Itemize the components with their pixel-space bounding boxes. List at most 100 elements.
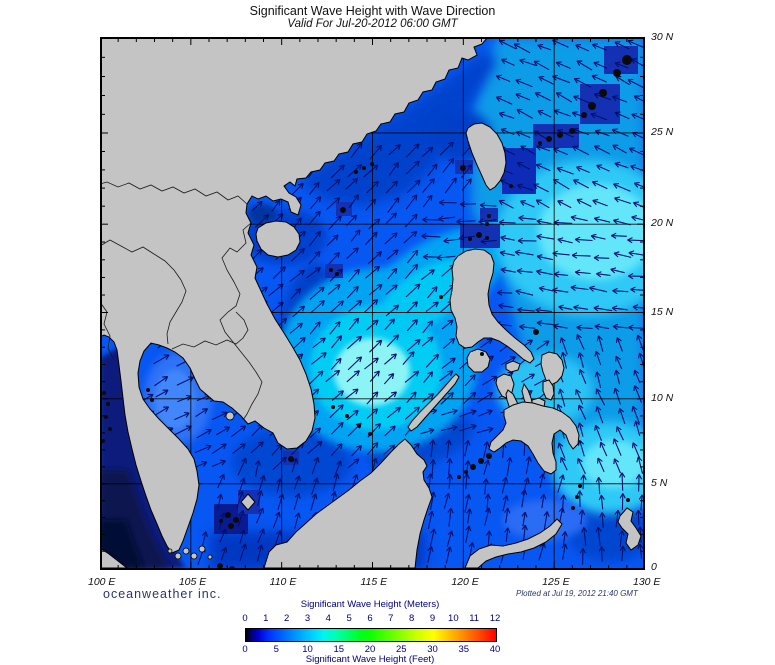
land-borneo — [263, 438, 433, 569]
island-dot — [476, 232, 482, 238]
land-layer — [100, 37, 642, 569]
island-dot — [485, 236, 489, 240]
lon-tick-label: 130 E — [633, 576, 661, 588]
island-dot — [354, 170, 358, 174]
country-borders — [100, 181, 263, 421]
lat-tick-label: 20 N — [651, 217, 674, 230]
island-dot — [150, 398, 154, 402]
lon-tick-label: 125 E — [542, 576, 570, 588]
lon-tick-label: 110 E — [269, 576, 297, 588]
land-masbate — [505, 360, 521, 373]
island-dot — [182, 547, 190, 555]
land-samar — [540, 351, 565, 386]
meters-tick-label: 12 — [489, 613, 501, 624]
island-dot — [588, 102, 596, 110]
island-dot — [546, 136, 552, 142]
land-palawan — [407, 373, 460, 432]
island-dot — [217, 563, 223, 569]
meters-tick-label: 7 — [388, 613, 394, 624]
island-dot — [485, 222, 489, 226]
map-frame — [100, 37, 645, 570]
island-dot — [487, 214, 491, 218]
island-dot — [329, 268, 333, 272]
plotted-at-text: Plotted at Jul 19, 2012 21:40 GMT — [516, 589, 638, 598]
land-hainan — [255, 220, 301, 258]
branding-text: oceanweather inc. — [103, 587, 222, 601]
land-leyte — [542, 379, 555, 401]
lon-tick-label: 105 E — [178, 576, 207, 588]
feet-tick-label: 20 — [364, 644, 376, 655]
feet-tick-label: 40 — [489, 644, 501, 655]
island-dot — [146, 388, 150, 392]
island-dot — [174, 552, 182, 560]
island-dot — [357, 424, 361, 428]
valid-time-subtitle: Valid For Jul-20-2012 06:00 GMT — [287, 18, 458, 30]
island-dot — [470, 464, 476, 470]
land-mindanao — [488, 401, 580, 475]
lat-tick-label: 15 N — [651, 305, 674, 318]
land-mainland-asia — [100, 37, 489, 554]
island-dot — [106, 402, 110, 406]
feet-tick-label: 35 — [458, 644, 470, 655]
meters-tick-label: 0 — [242, 613, 248, 624]
island-dot — [571, 506, 575, 510]
island-dot — [439, 295, 443, 299]
feet-tick-label: 30 — [427, 644, 438, 655]
meters-tick-label: 4 — [325, 613, 331, 624]
island-dot — [538, 141, 542, 145]
island-dot — [288, 456, 294, 462]
island-dot — [464, 470, 468, 474]
lon-tick-label: 115 E — [360, 576, 388, 588]
island-dot — [486, 453, 492, 459]
lat-tick-label: 30 N — [651, 31, 674, 43]
meters-tick-label: 8 — [409, 613, 415, 624]
island-dot — [581, 112, 587, 118]
land-taiwan — [465, 122, 507, 191]
island-dot — [460, 165, 466, 171]
island-dot — [509, 184, 513, 188]
island-dot — [599, 89, 607, 97]
island-dot — [575, 495, 579, 499]
land-sumatra — [100, 547, 129, 569]
island-dot — [626, 498, 630, 502]
lat-tick-label: 5 N — [651, 476, 668, 489]
feet-tick-label: 0 — [242, 644, 248, 655]
legend-colorbar — [245, 628, 497, 642]
page-title: Significant Wave Height with Wave Direct… — [249, 4, 496, 18]
island-dot — [368, 432, 372, 436]
island-dot — [102, 391, 106, 395]
land-mindoro — [466, 348, 491, 373]
island-dot — [569, 128, 575, 134]
island-dot — [225, 512, 231, 518]
island-dot — [533, 329, 539, 335]
meters-tick-label: 9 — [429, 613, 436, 624]
feet-tick-label: 5 — [273, 644, 279, 655]
meters-tick-label: 2 — [284, 613, 290, 624]
island-dot — [207, 554, 213, 560]
island-dot — [190, 552, 198, 560]
land-sulawesi — [464, 518, 563, 569]
meters-tick-label: 3 — [304, 613, 311, 624]
island-dot — [340, 207, 346, 213]
feet-tick-label: 25 — [395, 644, 407, 655]
island-dot — [480, 352, 484, 356]
island-dot — [457, 475, 461, 479]
feet-tick-label: 15 — [333, 644, 345, 655]
island-dot — [167, 548, 173, 554]
lat-tick-label: 25 N — [651, 125, 674, 138]
island-dot — [331, 405, 335, 409]
island-dot — [613, 69, 621, 77]
land-natuna — [240, 493, 256, 511]
island-dot — [557, 132, 563, 138]
island-dot — [468, 237, 472, 241]
land-halmahera — [617, 507, 642, 551]
land-luzon — [449, 248, 535, 364]
lat-tick-label: 0 — [651, 561, 657, 574]
island-dot — [345, 414, 349, 418]
island-dot — [198, 545, 206, 553]
island-dot — [335, 272, 339, 276]
island-dot — [370, 162, 374, 166]
lon-tick-label: 120 E — [451, 576, 479, 588]
meters-tick-label: 6 — [367, 613, 373, 624]
